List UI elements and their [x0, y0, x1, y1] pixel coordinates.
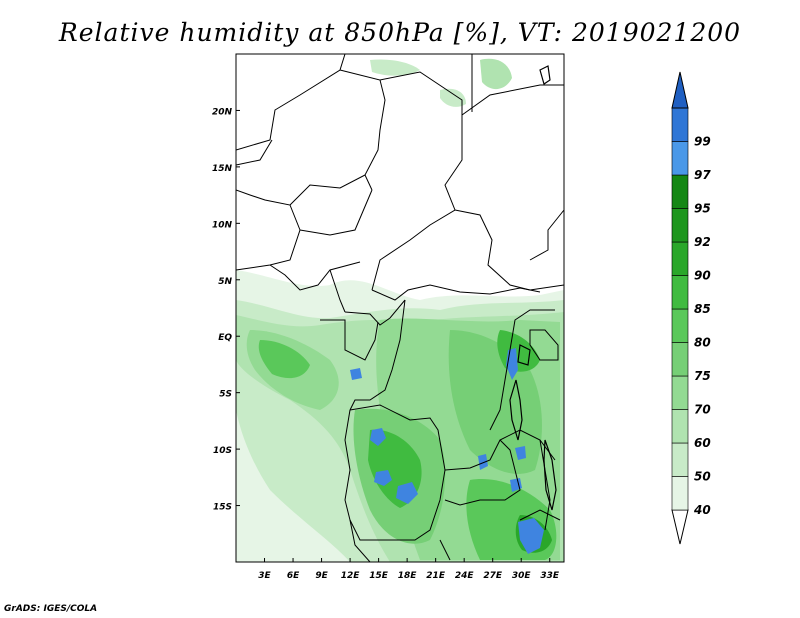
colorbar-label: 40	[693, 503, 711, 517]
colorbar-label: 99	[694, 135, 711, 149]
latitude-axis: 20N 15N 10N 5N EQ 5S 10S 15S	[212, 107, 240, 513]
colorbar-label: 97	[694, 168, 711, 182]
lat-tick-label: 10N	[212, 220, 233, 230]
colorbar-label: 85	[694, 302, 711, 316]
lon-tick-label: 3E	[258, 571, 271, 581]
colorbar-top-arrow	[671, 71, 689, 109]
colorbar-segment	[671, 409, 689, 444]
longitude-axis: 3E 6E 9E 12E 15E 18E 21E 24E 27E 30E 33E	[258, 558, 560, 581]
grads-credit: GrADS: IGES/COLA	[4, 604, 98, 614]
lat-tick-label: 10S	[213, 446, 232, 456]
lon-tick-label: 12E	[341, 571, 361, 581]
colorbar-label: 70	[694, 403, 711, 417]
lat-tick-label: 5N	[218, 277, 232, 287]
lon-tick-label: 15E	[369, 571, 389, 581]
colorbar: 40 50 60 70 75 80 85 90 92 95 97 99	[671, 71, 711, 545]
colorbar-segment	[671, 174, 689, 209]
colorbar-segment	[671, 476, 689, 511]
lon-tick-label: 21E	[426, 571, 446, 581]
colorbar-segment	[671, 208, 689, 243]
lat-tick-label: 15N	[212, 164, 233, 174]
lon-tick-label: 24E	[455, 571, 475, 581]
lon-tick-label: 18E	[398, 571, 418, 581]
lon-tick-label: 27E	[483, 571, 503, 581]
lat-tick-label: 15S	[213, 503, 232, 513]
colorbar-label: 60	[694, 436, 711, 450]
lat-tick-label: 5S	[219, 390, 232, 400]
colorbar-segment	[671, 442, 689, 477]
lon-tick-label: 9E	[315, 571, 328, 581]
lat-tick-label: 20N	[212, 107, 233, 117]
colorbar-segment	[671, 275, 689, 310]
colorbar-segment	[671, 107, 689, 142]
colorbar-label: 80	[694, 336, 711, 350]
colorbar-label: 95	[694, 202, 711, 216]
colorbar-segment	[671, 375, 689, 410]
colorbar-segment	[671, 342, 689, 377]
lat-tick-label: EQ	[218, 333, 232, 343]
colorbar-label: 90	[694, 269, 711, 283]
lon-tick-label: 30E	[512, 571, 532, 581]
colorbar-segment	[671, 141, 689, 176]
colorbar-segment	[671, 241, 689, 276]
humidity-field	[236, 58, 564, 562]
lon-tick-label: 33E	[540, 571, 560, 581]
chart-title: Relative humidity at 850hPa [%], VT: 201…	[58, 18, 742, 47]
colorbar-segment	[671, 308, 689, 343]
colorbar-label: 92	[694, 235, 711, 249]
country-borders	[236, 54, 564, 562]
lon-tick-label: 6E	[287, 571, 300, 581]
lake-outlines	[509, 65, 557, 511]
colorbar-label: 50	[694, 470, 711, 484]
colorbar-bottom-arrow	[671, 509, 689, 545]
colorbar-label: 75	[694, 369, 711, 383]
map-frame	[235, 53, 565, 563]
